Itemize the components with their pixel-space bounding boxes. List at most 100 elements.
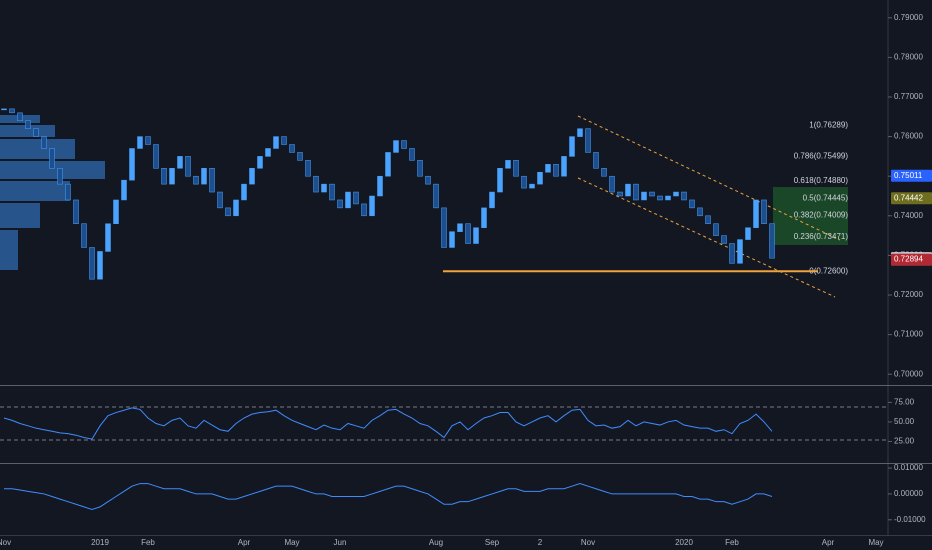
candle bbox=[457, 223, 463, 232]
candle bbox=[657, 195, 663, 201]
candle bbox=[433, 183, 439, 209]
candle bbox=[113, 199, 119, 224]
candle bbox=[481, 207, 487, 228]
candle bbox=[177, 156, 183, 169]
candle bbox=[25, 120, 31, 129]
candle bbox=[105, 223, 111, 252]
candle bbox=[665, 195, 671, 201]
x-tick-label: Jun bbox=[334, 538, 347, 547]
y-tick-label: 25.00 bbox=[894, 437, 915, 446]
candle bbox=[761, 199, 767, 224]
candle bbox=[73, 199, 79, 224]
y-tick-label: 0.71000 bbox=[894, 330, 923, 339]
candle bbox=[409, 148, 415, 161]
y-tick-label: 0.01000 bbox=[894, 463, 923, 472]
candle bbox=[201, 168, 207, 185]
candle bbox=[305, 160, 311, 177]
price-tag-label: 0.75011 bbox=[894, 171, 923, 180]
price-tag-label: 0.72894 bbox=[894, 255, 923, 264]
channel-line bbox=[577, 115, 841, 241]
candle bbox=[137, 136, 143, 149]
price-tag bbox=[891, 192, 932, 205]
fib-label: 0(0.72600) bbox=[809, 266, 848, 275]
fib-label: 1(0.76289) bbox=[809, 120, 848, 129]
fib-label: 0.618(0.74880) bbox=[794, 176, 849, 185]
candle bbox=[57, 168, 63, 185]
fib-label: 0.786(0.75499) bbox=[794, 152, 849, 161]
x-tick-label: 2019 bbox=[91, 538, 109, 547]
candle bbox=[489, 191, 495, 209]
fib-label: 0.382(0.74009) bbox=[794, 211, 849, 220]
candle bbox=[673, 191, 679, 197]
x-tick-label: 2020 bbox=[675, 538, 693, 547]
price-tag-label: 0.74442 bbox=[894, 193, 923, 202]
candle bbox=[313, 175, 319, 193]
x-tick-label: Nov bbox=[581, 538, 595, 547]
candle bbox=[321, 183, 327, 193]
candle bbox=[561, 156, 567, 177]
x-tick-label: Aug bbox=[429, 538, 443, 547]
rsi-line bbox=[3, 407, 773, 440]
candle bbox=[417, 160, 423, 177]
candle bbox=[145, 136, 151, 145]
x-tick-label: Apr bbox=[238, 538, 251, 547]
candle bbox=[529, 183, 535, 189]
candle bbox=[153, 144, 159, 169]
candle bbox=[289, 144, 295, 153]
candle bbox=[769, 223, 775, 259]
candle bbox=[217, 191, 223, 209]
candle bbox=[577, 128, 583, 137]
candle bbox=[681, 191, 687, 201]
candle bbox=[569, 136, 575, 157]
fib-label: 0.236(0.73471) bbox=[794, 232, 849, 241]
x-tick-label: Feb bbox=[725, 538, 739, 547]
candle bbox=[689, 199, 695, 209]
candle bbox=[49, 148, 55, 169]
y-tick-label: 0.78000 bbox=[894, 52, 923, 61]
candle bbox=[281, 136, 287, 145]
candle bbox=[521, 175, 527, 189]
candle bbox=[377, 175, 383, 197]
candle bbox=[441, 207, 447, 248]
y-tick-label: 0.76000 bbox=[894, 132, 923, 141]
candle bbox=[473, 227, 479, 244]
candle bbox=[273, 136, 279, 149]
candle bbox=[497, 168, 503, 193]
candle bbox=[89, 247, 95, 280]
macd-line bbox=[4, 483, 773, 510]
candle bbox=[1, 108, 7, 111]
candle bbox=[633, 183, 639, 201]
candle bbox=[593, 152, 599, 169]
candle bbox=[401, 140, 407, 149]
candle bbox=[329, 183, 335, 201]
x-tick-label: Apr bbox=[822, 538, 835, 547]
candle bbox=[17, 112, 23, 122]
candle bbox=[9, 108, 15, 114]
candle bbox=[393, 140, 399, 153]
y-tick-label: 0.74000 bbox=[894, 211, 923, 220]
y-tick-label: 50.00 bbox=[894, 417, 915, 426]
x-tick-label: Sep bbox=[485, 538, 500, 547]
candle bbox=[249, 168, 255, 185]
x-tick-label: May bbox=[284, 538, 299, 547]
candle bbox=[257, 156, 263, 169]
candle bbox=[425, 175, 431, 185]
x-tick-label: 2 bbox=[538, 538, 543, 547]
candle bbox=[97, 251, 103, 280]
candle bbox=[265, 148, 271, 157]
candle bbox=[753, 199, 759, 228]
x-tick-label: May bbox=[868, 538, 883, 547]
candle bbox=[553, 164, 559, 177]
y-tick-label: 0.72000 bbox=[894, 290, 923, 299]
y-tick-label: 75.00 bbox=[894, 398, 915, 407]
candle bbox=[649, 191, 655, 197]
candle bbox=[737, 239, 743, 264]
fib-label: 0.5(0.74445) bbox=[803, 193, 849, 202]
candle bbox=[601, 168, 607, 177]
candle bbox=[617, 191, 623, 197]
profile-bar bbox=[0, 181, 70, 201]
candle bbox=[169, 168, 175, 185]
candle bbox=[449, 231, 455, 248]
